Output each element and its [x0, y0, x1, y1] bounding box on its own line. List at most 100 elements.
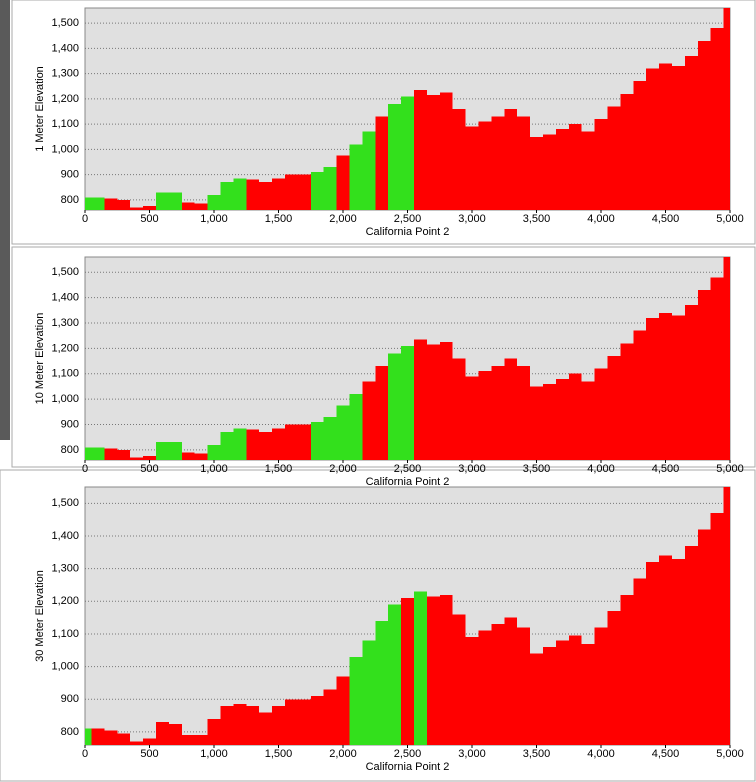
elevation-bar [169, 724, 182, 745]
elevation-bar [388, 104, 401, 210]
elevation-bar [504, 618, 517, 745]
x-tick-label: 1,000 [200, 748, 228, 760]
elevation-bar [298, 175, 311, 210]
x-axis-label: California Point 2 [366, 226, 450, 238]
elevation-bar [453, 359, 466, 461]
elevation-bar [195, 454, 208, 460]
elevation-bar [724, 257, 730, 460]
elevation-bar [414, 339, 427, 460]
y-tick-label: 900 [61, 418, 79, 430]
elevation-bar [633, 578, 646, 745]
elevation-bar [672, 559, 685, 745]
x-tick-label: 2,000 [329, 213, 357, 225]
x-tick-label: 5,000 [716, 748, 744, 760]
y-tick-label: 1,000 [51, 661, 79, 673]
elevation-bar [569, 124, 582, 210]
y-axis-label: 30 Meter Elevation [34, 570, 46, 662]
elevation-bar [401, 598, 414, 745]
elevation-bar [556, 379, 569, 460]
y-tick-label: 1,200 [51, 93, 79, 105]
x-tick-label: 4,500 [652, 213, 680, 225]
elevation-bar [85, 729, 91, 745]
elevation-bar [724, 487, 730, 745]
elevation-bar [311, 172, 324, 210]
elevation-bar [117, 734, 130, 745]
elevation-bar [156, 722, 169, 745]
x-tick-label: 0 [82, 748, 88, 760]
elevation-bar [685, 546, 698, 745]
elevation-bar [349, 144, 362, 210]
elevation-bar [620, 94, 633, 210]
elevation-bar [130, 457, 143, 460]
elevation-bar [569, 636, 582, 745]
x-axis-label: California Point 2 [366, 761, 450, 773]
y-tick-label: 800 [61, 444, 79, 456]
elevation-bar [169, 192, 182, 210]
x-tick-label: 3,500 [523, 213, 551, 225]
elevation-bar [530, 137, 543, 210]
elevation-bar [427, 345, 440, 460]
x-tick-label: 1,500 [265, 748, 293, 760]
x-tick-label: 4,000 [587, 748, 615, 760]
y-tick-label: 1,000 [51, 393, 79, 405]
y-tick-label: 1,400 [51, 292, 79, 304]
elevation-bar [595, 627, 608, 745]
elevation-bar [427, 596, 440, 745]
elevation-bar [685, 56, 698, 210]
x-tick-label: 3,000 [458, 463, 486, 475]
elevation-bar [659, 313, 672, 460]
elevation-bar [582, 644, 595, 745]
elevation-bar [633, 81, 646, 210]
y-tick-label: 1,200 [51, 595, 79, 607]
elevation-bar [104, 449, 117, 460]
elevation-bar [130, 207, 143, 210]
elevation-bar [414, 592, 427, 745]
elevation-bar [311, 696, 324, 745]
elevation-bar [646, 562, 659, 745]
elevation-bar [272, 706, 285, 745]
elevation-bar [85, 447, 91, 460]
elevation-bar [85, 197, 91, 210]
elevation-bar [582, 132, 595, 210]
y-tick-label: 1,100 [51, 628, 79, 640]
elevation-bar [220, 706, 233, 745]
y-tick-label: 1,000 [51, 143, 79, 155]
x-tick-label: 500 [140, 213, 158, 225]
y-tick-label: 800 [61, 194, 79, 206]
elevation-bar [362, 381, 375, 460]
elevation-bar [401, 346, 414, 460]
elevation-bar [543, 134, 556, 210]
x-tick-label: 500 [140, 463, 158, 475]
elevation-bar [620, 343, 633, 460]
elevation-bar [285, 424, 298, 460]
elevation-bar [698, 41, 711, 210]
elevation-bar [659, 64, 672, 210]
page: {"chart_data": [ {"type": "area", "ylabe… [0, 0, 756, 782]
elevation-bar [259, 182, 272, 210]
elevation-bar [246, 430, 259, 460]
y-tick-label: 1,500 [51, 497, 79, 509]
elevation-bar [143, 456, 156, 460]
elevation-bar [453, 109, 466, 210]
elevation-bar [156, 192, 169, 210]
elevation-bar [272, 178, 285, 210]
elevation-bar [543, 647, 556, 745]
elevation-bar [711, 513, 724, 745]
elevation-bar [711, 28, 724, 210]
y-tick-label: 1,300 [51, 317, 79, 329]
y-axis-label: 10 Meter Elevation [34, 313, 46, 405]
elevation-bar [91, 447, 104, 460]
elevation-bar [595, 119, 608, 210]
elevation-bar [414, 90, 427, 210]
y-tick-label: 1,300 [51, 68, 79, 80]
elevation-bar [543, 384, 556, 460]
x-tick-label: 0 [82, 463, 88, 475]
elevation-bar [337, 156, 350, 210]
elevation-bar [233, 704, 246, 745]
x-tick-label: 3,000 [458, 213, 486, 225]
elevation-bar [672, 315, 685, 460]
x-tick-label: 4,000 [587, 213, 615, 225]
elevation-bar [633, 331, 646, 460]
elevation-bar [233, 428, 246, 460]
elevation-bar [478, 371, 491, 460]
